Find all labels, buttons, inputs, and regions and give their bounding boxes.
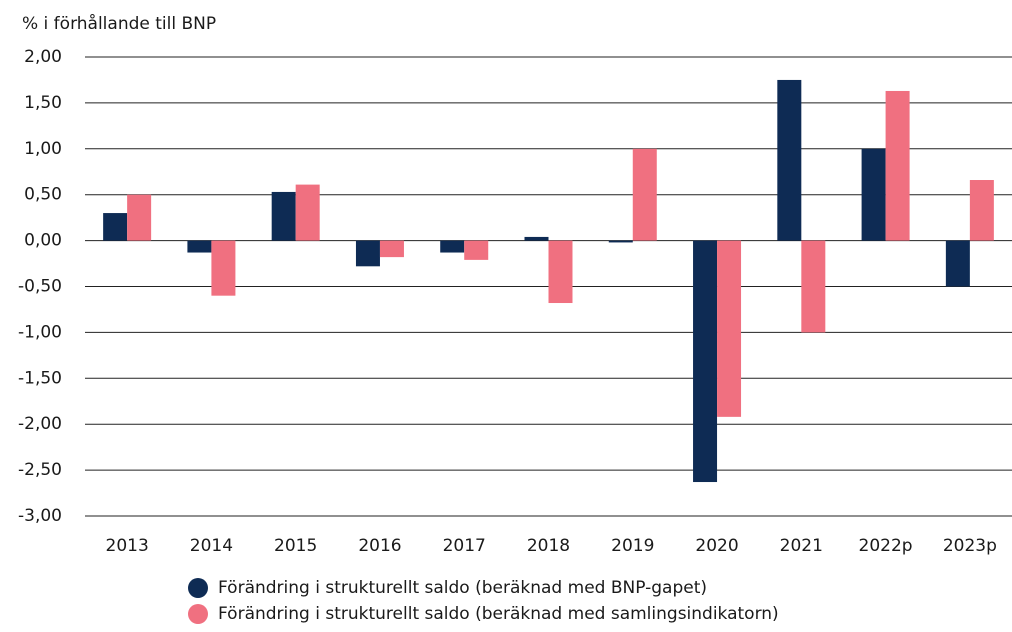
legend-swatch [188,578,208,598]
bar [295,184,320,241]
y-tick-label: 0,50 [24,185,62,205]
bar [885,90,910,241]
x-tick-label: 2018 [527,536,570,556]
y-tick-label: -3,00 [18,506,62,526]
bar [945,240,970,287]
x-tick-label: 2015 [274,536,317,556]
x-tick-label: 2013 [106,536,149,556]
y-tick-label: -2,00 [18,414,62,434]
bar [693,240,718,483]
bar [717,240,742,417]
bar [211,240,236,296]
x-tick-label: 2014 [190,536,233,556]
legend-swatch [188,604,208,624]
bar [777,79,802,241]
bar [127,194,152,241]
bar [103,213,128,241]
y-tick-label: -0,50 [18,277,62,297]
y-tick-label: 1,00 [24,139,62,159]
y-tick-label: 2,00 [24,47,62,67]
bar [271,191,296,241]
y-tick-label: -1,00 [18,322,62,342]
bar [464,240,489,260]
bar [524,236,549,241]
legend-label: Förändring i strukturellt saldo (beräkna… [218,578,707,598]
bar [632,148,657,241]
x-tick-label: 2020 [695,536,738,556]
x-tick-label: 2017 [443,536,486,556]
x-tick-label: 2021 [780,536,823,556]
y-tick-label: 1,50 [24,93,62,113]
y-tick-label: -1,50 [18,368,62,388]
x-tick-label: 2016 [358,536,401,556]
bar [548,240,573,304]
bar [861,148,886,241]
bar [355,240,380,267]
x-tick-label: 2022p [859,536,913,556]
y-tick-label: -2,50 [18,460,62,480]
bar [187,240,212,253]
bar [801,240,826,333]
x-tick-label: 2019 [611,536,654,556]
bar [608,240,633,243]
x-tick-label: 2023p [943,536,997,556]
bar [969,180,994,241]
legend-label: Förändring i strukturellt saldo (beräkna… [218,604,779,624]
y-tick-label: 0,00 [24,231,62,251]
y-axis-label: % i förhållande till BNP [22,13,216,34]
bar [440,240,465,253]
bar [379,240,404,258]
